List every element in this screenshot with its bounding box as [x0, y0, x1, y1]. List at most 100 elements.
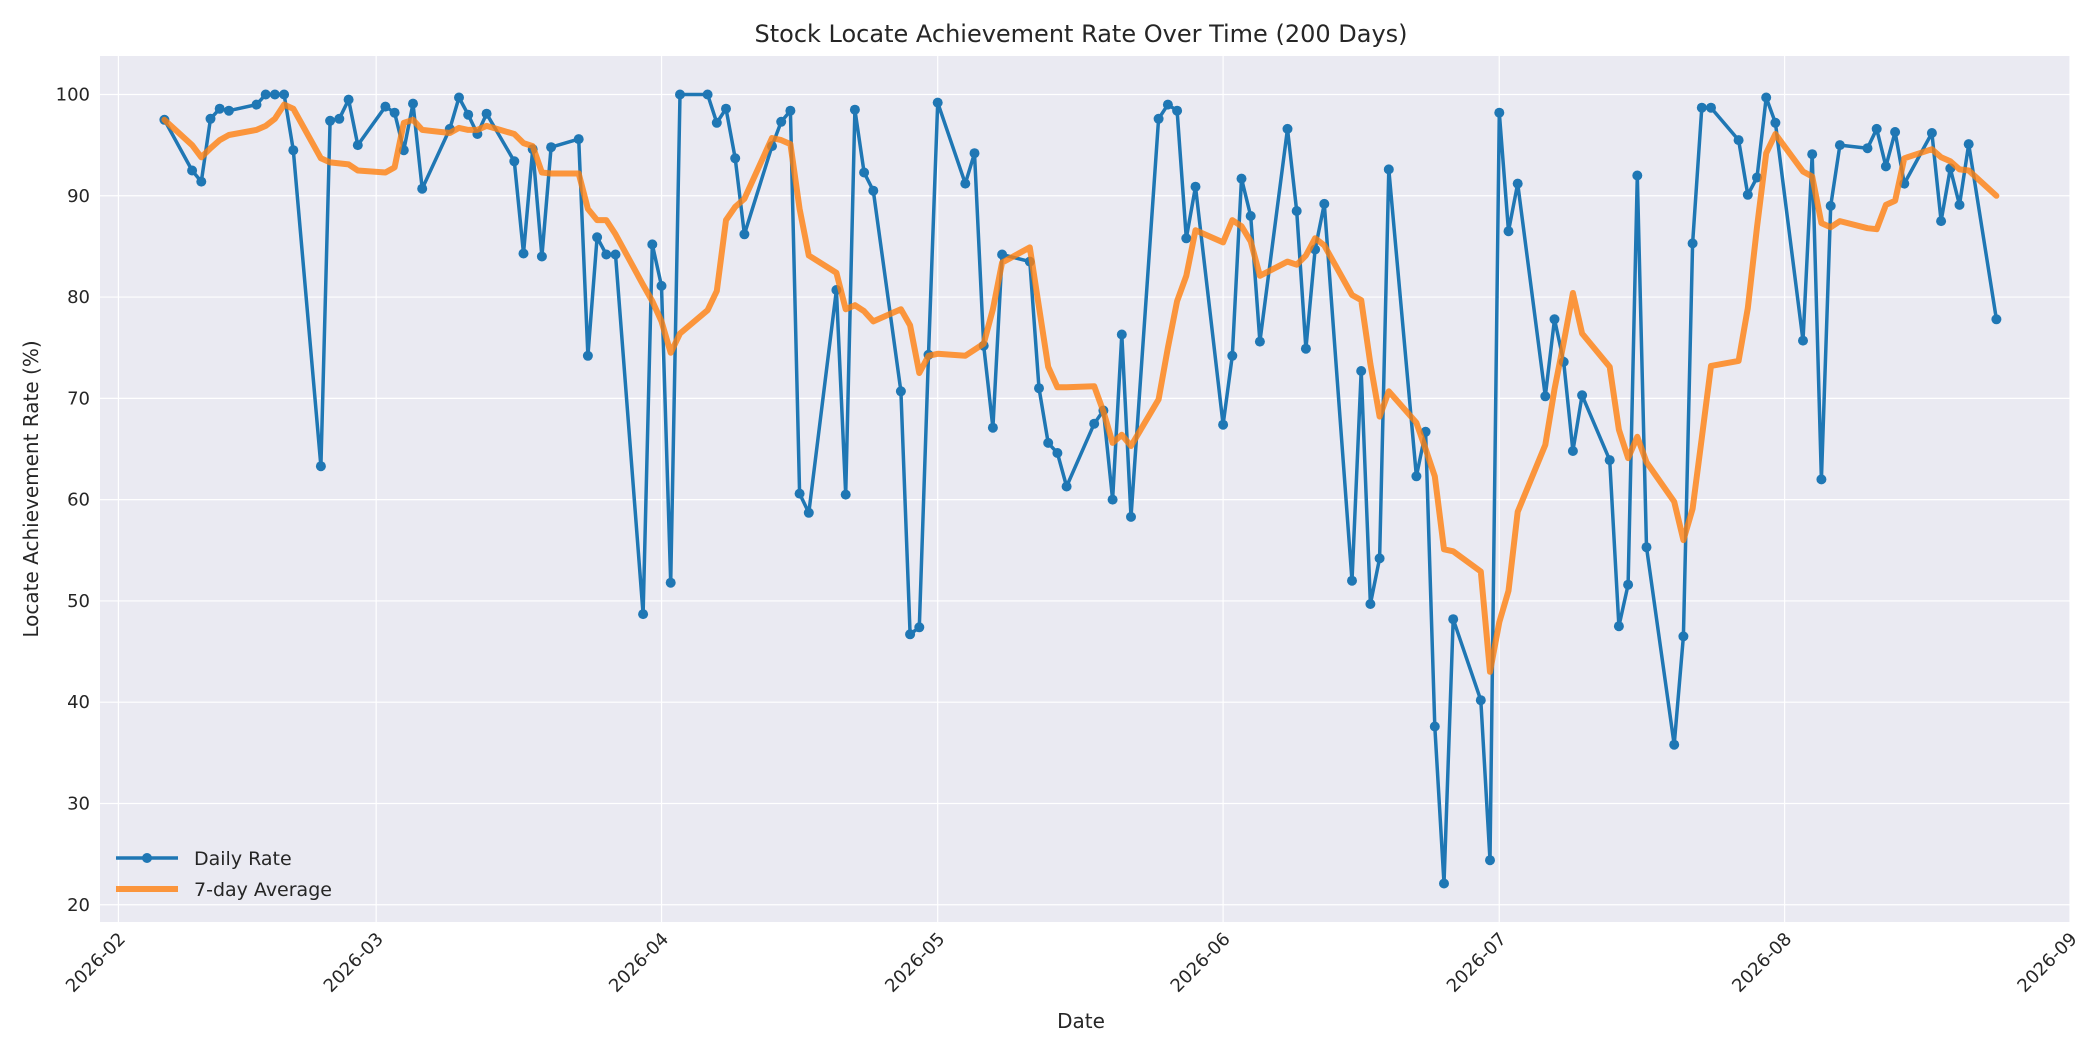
y-tick-label: 20: [67, 895, 90, 916]
daily-rate-point: [1549, 314, 1560, 325]
daily-rate-point: [1236, 173, 1247, 184]
daily-rate-point: [214, 103, 225, 114]
daily-rate-point: [1678, 631, 1689, 642]
daily-rate-point: [1825, 200, 1836, 211]
daily-rate-point: [315, 461, 326, 472]
daily-rate-line: [162, 92, 1999, 886]
y-tick-label: 100: [56, 84, 90, 105]
daily-rate-point: [1190, 181, 1201, 192]
daily-rate-point: [1761, 92, 1772, 103]
daily-rate-point: [380, 101, 391, 112]
daily-rate-point: [803, 507, 814, 518]
daily-rate-point: [849, 104, 860, 115]
daily-rate-point: [1254, 336, 1265, 347]
daily-rate-point: [1742, 189, 1753, 200]
daily-rate-point: [1834, 140, 1845, 151]
daily-rate-point: [868, 185, 879, 196]
daily-rate-point: [1291, 206, 1302, 216]
daily-rate-point: [1641, 542, 1652, 553]
daily-rate-point: [1807, 149, 1818, 160]
seven-day-average-series: [161, 101, 2000, 675]
daily-rate-point: [1365, 599, 1376, 609]
daily-rate-point: [1512, 178, 1523, 189]
daily-rate-point: [536, 251, 547, 262]
daily-rate-point: [1429, 721, 1440, 732]
daily-rate-point: [1770, 117, 1781, 128]
y-tick-label: 60: [67, 490, 90, 511]
daily-rate-point: [260, 89, 271, 100]
daily-rate-point: [251, 99, 262, 110]
daily-rate-point: [610, 249, 621, 260]
daily-rate-point: [1623, 579, 1634, 590]
daily-rate-point: [1181, 233, 1192, 244]
daily-rate-point: [1503, 226, 1514, 237]
daily-rate-point: [675, 89, 685, 100]
daily-rate-point: [1706, 102, 1716, 113]
daily-rate-point: [1034, 383, 1044, 394]
daily-rate-point: [1300, 343, 1311, 354]
daily-rate-point: [279, 89, 290, 100]
daily-rate-point: [1871, 123, 1882, 134]
daily-rate-point: [1347, 575, 1357, 586]
daily-rate-point: [325, 115, 336, 126]
daily-rate-point: [408, 98, 418, 109]
daily-rate-point: [1991, 314, 2002, 325]
daily-rate-point: [1687, 238, 1698, 249]
daily-rate-point: [269, 89, 280, 100]
daily-rate-point: [895, 386, 906, 397]
daily-rate-point: [776, 116, 787, 127]
daily-rate-point: [1752, 172, 1762, 183]
daily-rate-point: [859, 167, 870, 178]
daily-rate-point: [1411, 471, 1422, 482]
daily-rate-point: [1540, 391, 1551, 402]
daily-rate-point: [223, 105, 234, 116]
daily-rate-point: [1632, 170, 1643, 181]
daily-rate-point: [656, 280, 667, 291]
daily-rate-point: [739, 229, 750, 240]
daily-rate-point: [1227, 350, 1238, 361]
daily-rate-point: [1936, 216, 1947, 227]
daily-rate-point: [1494, 107, 1505, 118]
daily-rate-point: [1696, 102, 1707, 113]
daily-rate-point: [463, 109, 474, 120]
y-tick-label: 40: [67, 692, 90, 713]
daily-rate-point: [1126, 511, 1136, 522]
plot-area: [100, 56, 2070, 922]
daily-rate-point: [1954, 199, 1965, 210]
x-tick-label: 2026-02: [62, 929, 130, 997]
daily-rate-point: [1880, 161, 1891, 172]
seven-day-average-line: [161, 101, 2000, 675]
daily-rate-point: [1890, 127, 1901, 137]
y-axis-ticks: 20 30 40 50 60 70 80 90 100: [56, 84, 90, 915]
daily-rate-point: [1162, 99, 1173, 110]
x-tick-label: 2026-08: [1728, 929, 1796, 997]
daily-rate-point: [1356, 366, 1367, 376]
x-tick-label: 2026-07: [1443, 929, 1511, 997]
daily-rate-point: [1613, 621, 1624, 632]
daily-rate-point: [205, 113, 216, 124]
x-tick-label: 2026-04: [605, 929, 673, 997]
daily-rate-point: [352, 140, 363, 151]
legend-daily-label: Daily Rate: [194, 848, 292, 870]
daily-rate-point: [196, 176, 207, 187]
daily-rate-point: [638, 609, 649, 620]
daily-rate-point: [1319, 198, 1330, 209]
grid-lines: [100, 56, 2071, 922]
daily-rate-point: [1282, 123, 1293, 134]
daily-rate-point: [592, 232, 603, 243]
y-tick-label: 30: [67, 793, 90, 814]
y-tick-label: 50: [67, 591, 90, 612]
daily-rate-point: [794, 488, 805, 499]
daily-rate-point: [1218, 419, 1229, 430]
daily-rate-point: [389, 107, 400, 118]
daily-rate-point: [509, 156, 520, 167]
daily-rate-point: [1567, 446, 1578, 456]
daily-rate-point: [1116, 329, 1127, 340]
daily-rate-point: [1374, 553, 1385, 564]
daily-rate-point: [1439, 878, 1449, 889]
daily-rate-point: [1733, 135, 1744, 146]
daily-rate-point: [730, 153, 741, 164]
legend: Daily Rate 7-day Average: [116, 848, 332, 901]
x-axis-ticks: 2026-02 2026-03 2026-04 2026-05 2026-06 2026-…: [62, 929, 2082, 997]
daily-rate-point: [1798, 335, 1808, 346]
